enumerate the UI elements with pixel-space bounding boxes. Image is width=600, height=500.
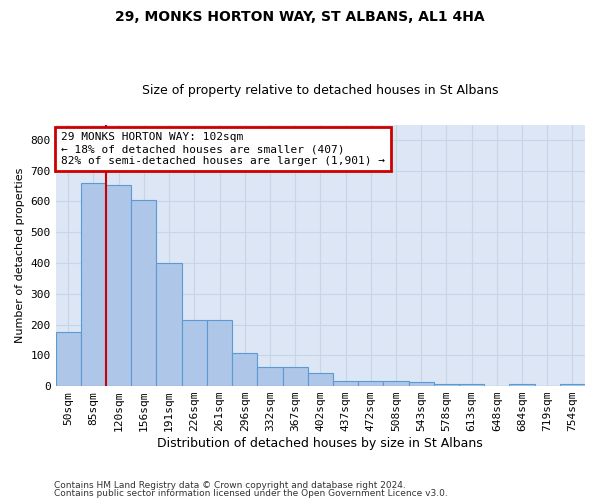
Bar	[207, 320, 232, 386]
Bar	[409, 382, 434, 386]
Bar	[308, 373, 333, 386]
Title: Size of property relative to detached houses in St Albans: Size of property relative to detached ho…	[142, 84, 499, 97]
Bar	[459, 384, 484, 386]
Bar	[509, 384, 535, 386]
Bar	[560, 384, 585, 386]
X-axis label: Distribution of detached houses by size in St Albans: Distribution of detached houses by size …	[157, 437, 483, 450]
Text: Contains public sector information licensed under the Open Government Licence v3: Contains public sector information licen…	[54, 488, 448, 498]
Bar	[283, 366, 308, 386]
Bar	[56, 332, 81, 386]
Bar	[257, 366, 283, 386]
Bar	[182, 320, 207, 386]
Y-axis label: Number of detached properties: Number of detached properties	[15, 168, 25, 343]
Bar	[81, 183, 106, 386]
Bar	[434, 384, 459, 386]
Text: Contains HM Land Registry data © Crown copyright and database right 2024.: Contains HM Land Registry data © Crown c…	[54, 481, 406, 490]
Text: 29, MONKS HORTON WAY, ST ALBANS, AL1 4HA: 29, MONKS HORTON WAY, ST ALBANS, AL1 4HA	[115, 10, 485, 24]
Bar	[232, 353, 257, 386]
Bar	[333, 380, 358, 386]
Bar	[106, 184, 131, 386]
Bar	[131, 200, 157, 386]
Bar	[383, 381, 409, 386]
Text: 29 MONKS HORTON WAY: 102sqm
← 18% of detached houses are smaller (407)
82% of se: 29 MONKS HORTON WAY: 102sqm ← 18% of det…	[61, 132, 385, 166]
Bar	[358, 381, 383, 386]
Bar	[157, 263, 182, 386]
